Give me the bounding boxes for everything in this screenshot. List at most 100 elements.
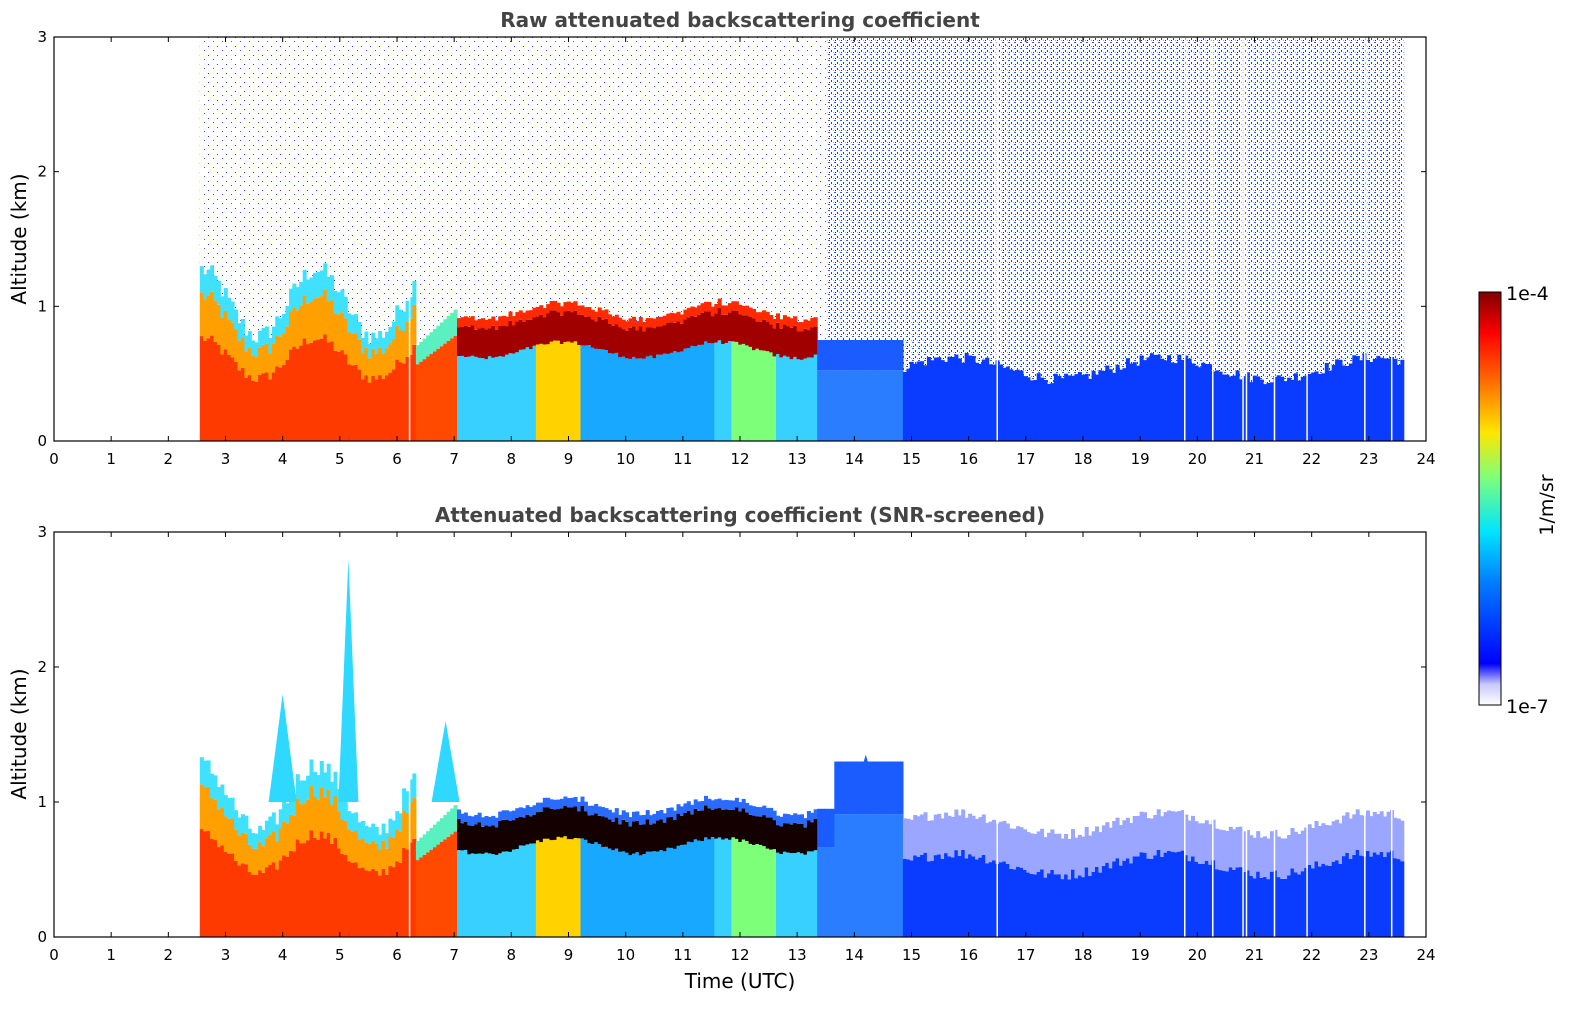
heatmap-cell [1318, 825, 1322, 867]
heatmap-cell [1366, 810, 1370, 851]
heatmap-cell [374, 826, 379, 844]
heatmap-cell [1225, 831, 1230, 872]
heatmap-cell [378, 849, 383, 876]
heatmap-cell [968, 355, 973, 441]
noise-cell [1293, 37, 1298, 374]
noise-cell [457, 37, 461, 319]
heatmap-cell [999, 821, 1003, 863]
heatmap-cell [275, 335, 280, 367]
heatmap-cell [285, 326, 290, 360]
heatmap-cell [1005, 864, 1010, 937]
heatmap-cell [618, 317, 623, 328]
heatmap-cell [264, 838, 269, 868]
heatmap-cell [971, 356, 976, 441]
heatmap-cell [1348, 363, 1353, 441]
heatmap-cell [268, 338, 273, 354]
heatmap-cell [978, 857, 983, 937]
heatmap-cell [607, 314, 612, 324]
x-tick-label: 16 [959, 946, 978, 964]
heatmap-cell [1225, 374, 1230, 441]
noise-cell [1393, 37, 1398, 359]
y-tick-label: 1 [37, 297, 47, 315]
noise-cell [899, 37, 904, 340]
heatmap-cell [635, 811, 640, 821]
noise-cell [439, 37, 444, 323]
heatmap-cell [937, 854, 942, 937]
heatmap-cell [1074, 878, 1079, 937]
heatmap-cell [1372, 811, 1377, 853]
x-tick-label: 10 [616, 946, 635, 964]
heatmap-cell [841, 340, 846, 371]
heatmap-cell [367, 358, 372, 383]
heatmap-cell [964, 353, 969, 441]
noise-cell [1249, 37, 1254, 383]
heatmap-cell [789, 815, 794, 825]
heatmap-cell [549, 840, 554, 937]
heatmap-cell [1074, 837, 1079, 879]
heatmap-cell [535, 840, 540, 937]
heatmap-cell [1098, 370, 1103, 441]
heatmap-cell [954, 809, 959, 851]
heatmap-cell [800, 322, 804, 332]
heatmap-cell [216, 344, 221, 441]
heatmap-cell [583, 316, 588, 346]
plume-peak [851, 754, 880, 802]
heatmap-cell [710, 316, 715, 344]
heatmap-cell [1125, 817, 1130, 859]
noise-cell [748, 37, 753, 308]
heatmap-cell [426, 356, 431, 441]
heatmap-cell [988, 821, 993, 863]
heatmap-cell [463, 325, 468, 357]
noise-cell [594, 37, 599, 312]
heatmap-cell [261, 830, 266, 847]
heatmap-cell [649, 851, 654, 937]
heatmap-cell [210, 839, 215, 937]
heatmap-cell [1372, 359, 1377, 441]
noise-cell [782, 37, 787, 316]
heatmap-cell [295, 348, 300, 441]
heatmap-cell [498, 821, 503, 854]
noise-cell [1280, 37, 1285, 377]
heatmap-cell [683, 319, 688, 349]
heatmap-cell [337, 292, 341, 315]
heatmap-cell [285, 803, 290, 824]
heatmap-cell [433, 824, 437, 848]
heatmap-cell [1211, 371, 1216, 441]
heatmap-cell [498, 853, 503, 937]
heatmap-cell [786, 814, 791, 824]
heatmap-cell [570, 302, 575, 313]
heatmap-cell [1012, 370, 1017, 441]
heatmap-cell [1043, 837, 1048, 878]
heatmap-cell [1173, 363, 1178, 441]
heatmap-cell [1088, 876, 1093, 937]
heatmap-cell [930, 360, 935, 441]
heatmap-cell [532, 805, 537, 815]
heatmap-cell [474, 329, 479, 357]
heatmap-cell [1331, 821, 1336, 862]
heatmap-cell [244, 864, 249, 937]
noise-cell [234, 37, 239, 310]
heatmap-cell [683, 812, 688, 845]
heatmap-cell [227, 319, 232, 355]
x-tick-label: 19 [1131, 450, 1150, 468]
heatmap-cell [1088, 835, 1093, 876]
heatmap-cell [885, 814, 890, 937]
heatmap-cell [800, 823, 804, 854]
heatmap-cell [714, 304, 719, 314]
heatmap-cell [337, 314, 341, 352]
heatmap-cell [453, 831, 458, 937]
heatmap-cell [710, 837, 715, 937]
heatmap-cell [1393, 858, 1398, 937]
heatmap-cell [247, 331, 252, 348]
heatmap-cell [1105, 862, 1110, 937]
heatmap-cell [340, 819, 345, 854]
noise-cell [570, 37, 575, 303]
heatmap-cell [326, 789, 331, 833]
heatmap-cell [916, 816, 921, 857]
heatmap-cell [542, 838, 547, 937]
noise-cell [861, 37, 866, 340]
heatmap-cell [1221, 374, 1226, 441]
heatmap-cell [848, 340, 852, 371]
heatmap-cell [1156, 809, 1161, 850]
heatmap-cell [433, 351, 437, 441]
